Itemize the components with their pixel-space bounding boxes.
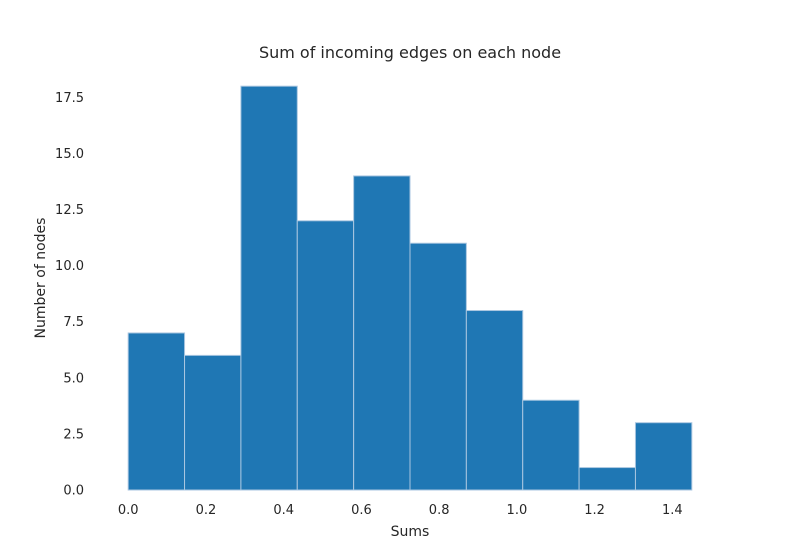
y-tick-label: 12.5	[55, 203, 84, 218]
y-axis-label: Number of nodes	[33, 218, 49, 339]
x-tick-label: 0.6	[351, 503, 372, 518]
y-tick-label: 0.0	[63, 484, 84, 499]
y-tick-labels: 0.0 2.5 5.0 7.5 10.0 12.5 15.0 17.5	[55, 91, 84, 499]
x-tick-label: 0.2	[196, 503, 217, 518]
x-axis-label: Sums	[391, 524, 430, 540]
y-tick-label: 7.5	[63, 315, 84, 330]
x-tick-label: 1.4	[662, 503, 683, 518]
x-tick-label: 0.8	[429, 503, 450, 518]
histogram-bar	[296, 220, 355, 491]
histogram-bar	[184, 354, 242, 491]
histogram-bar	[240, 85, 298, 491]
y-tick-label: 2.5	[63, 427, 84, 442]
histogram-bar	[634, 422, 693, 491]
histogram-bar	[522, 399, 580, 491]
histogram-bar	[127, 332, 186, 491]
bars-group	[127, 85, 693, 491]
histogram-bar	[409, 242, 467, 491]
y-tick-label: 17.5	[55, 91, 84, 106]
histogram-bar	[465, 310, 524, 491]
histogram-bar	[353, 175, 411, 491]
y-tick-label: 10.0	[55, 259, 84, 274]
y-tick-label: 5.0	[63, 371, 84, 386]
chart-title: Sum of incoming edges on each node	[259, 43, 561, 62]
histogram-bar	[578, 467, 636, 491]
y-tick-label: 15.0	[55, 147, 84, 162]
x-tick-label: 0.0	[118, 503, 139, 518]
x-tick-labels: 0.0 0.2 0.4 0.6 0.8 1.0 1.2 1.4	[118, 503, 683, 518]
x-tick-label: 1.0	[507, 503, 528, 518]
x-tick-label: 0.4	[273, 503, 294, 518]
x-tick-label: 1.2	[584, 503, 605, 518]
